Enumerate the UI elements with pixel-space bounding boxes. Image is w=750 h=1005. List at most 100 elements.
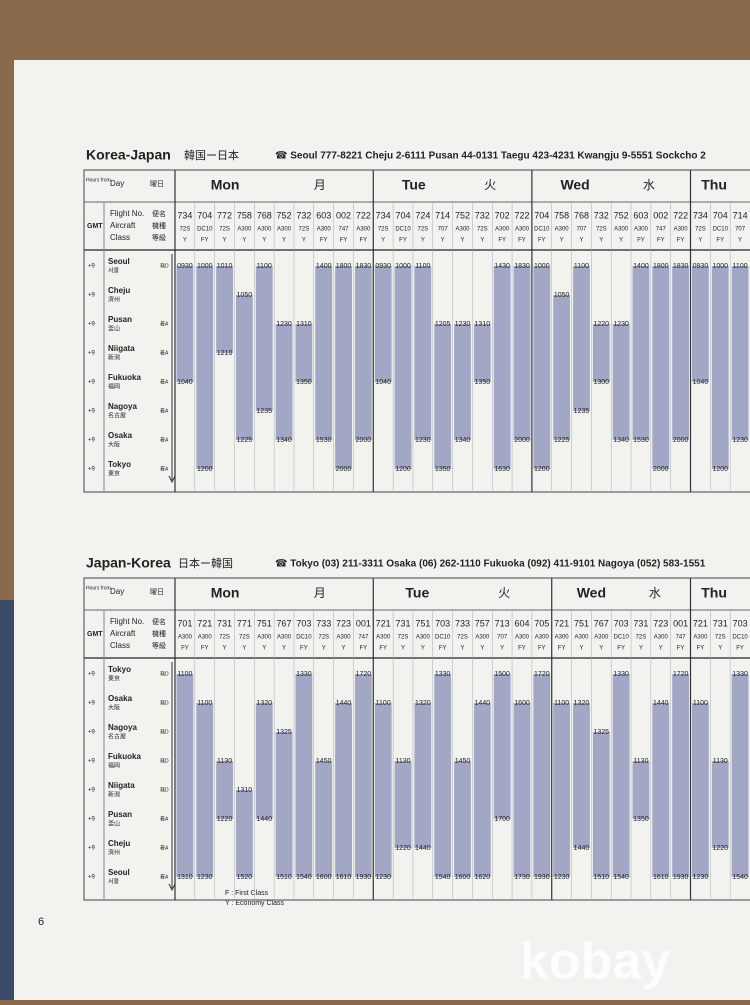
flight-no: 705 xyxy=(534,618,549,628)
time: 1440 xyxy=(653,700,669,707)
class: Y xyxy=(599,238,603,244)
flight-no: 001 xyxy=(673,618,688,628)
flight-bar xyxy=(731,674,749,877)
time: 1000 xyxy=(197,263,213,270)
class: FY xyxy=(379,646,387,652)
class-label-jp: 等級 xyxy=(152,641,166,650)
time: 1720 xyxy=(673,671,689,678)
gmt-offset: +9 xyxy=(88,409,96,415)
city-name: Niigata xyxy=(108,344,135,353)
flight-bar xyxy=(275,324,293,440)
aircraft: A300 xyxy=(337,635,352,641)
aircraft: A300 xyxy=(654,635,669,641)
flight-no: 721 xyxy=(376,618,391,628)
time: 1230 xyxy=(613,321,629,328)
time: 1220 xyxy=(594,321,610,328)
flight-no: 704 xyxy=(534,210,549,220)
class: FY xyxy=(181,646,189,652)
time: 1210 xyxy=(217,350,233,357)
aircraft: DC10 xyxy=(395,227,411,233)
time: 1350 xyxy=(633,816,649,823)
class: Y xyxy=(560,238,564,244)
time: 2000 xyxy=(653,466,669,473)
dep-arr-mark: 着A xyxy=(160,844,169,851)
aircraft: 72S xyxy=(477,227,488,233)
city-name-jp: 新潟 xyxy=(108,791,120,799)
aircraft: 72S xyxy=(418,227,429,233)
time: 1830 xyxy=(514,263,530,270)
city-name-jp: 濟州 xyxy=(108,296,120,304)
city-name-jp: 東京 xyxy=(108,470,120,478)
flight-bar xyxy=(374,703,392,877)
flight-no: 721 xyxy=(554,618,569,628)
day-label-jp: 曜日 xyxy=(150,180,164,188)
flight-bar xyxy=(235,295,253,440)
gmt-offset: +9 xyxy=(88,264,96,270)
flight-bar xyxy=(592,324,610,382)
gmt-offset: +9 xyxy=(88,875,96,881)
time: 1530 xyxy=(316,437,332,444)
city-name: Niigata xyxy=(108,781,135,790)
time: 1330 xyxy=(296,671,312,678)
flight-bar xyxy=(692,266,709,382)
class-label: Class xyxy=(110,233,130,242)
flight-no: 733 xyxy=(316,618,331,628)
gmt-offset: +9 xyxy=(88,817,96,823)
class: FY xyxy=(399,238,407,244)
time: 1100 xyxy=(177,671,192,678)
time: 1540 xyxy=(296,874,312,881)
day-name: Wed xyxy=(560,177,589,193)
aircraft: A300 xyxy=(634,227,649,233)
flight-no: 771 xyxy=(237,618,252,628)
flight-bar xyxy=(612,674,630,877)
day-name: Thu xyxy=(701,585,727,601)
aircraft: 747 xyxy=(656,227,667,233)
aircraft: 747 xyxy=(358,635,369,641)
time: 1450 xyxy=(455,758,471,765)
time: 1540 xyxy=(613,874,629,881)
aircraft: 72S xyxy=(239,635,250,641)
time: 1100 xyxy=(376,700,391,707)
time: 1830 xyxy=(673,263,689,270)
gmt-offset: +9 xyxy=(88,846,96,852)
flight-no: 751 xyxy=(415,618,430,628)
flight-bar xyxy=(454,324,471,440)
hours-label: Hours from xyxy=(86,585,111,591)
flight-bar xyxy=(672,266,690,440)
flight-no: 752 xyxy=(277,210,292,220)
flight-no: 752 xyxy=(614,210,629,220)
time: 1230 xyxy=(693,874,709,881)
flight-no: 734 xyxy=(693,210,708,220)
flight-bar xyxy=(592,732,610,877)
time: 1630 xyxy=(494,466,510,473)
time: 1510 xyxy=(594,874,610,881)
aircraft: A300 xyxy=(614,227,629,233)
time: 1340 xyxy=(455,437,471,444)
aircraft: 72S xyxy=(398,635,409,641)
time: 1440 xyxy=(336,700,352,707)
class: Y xyxy=(223,238,227,244)
time: 1600 xyxy=(316,874,332,881)
aircraft: 72S xyxy=(457,635,468,641)
time: 1440 xyxy=(574,845,590,852)
flight-bar xyxy=(731,266,749,440)
flight-no: 733 xyxy=(455,618,470,628)
time: 1350 xyxy=(296,379,312,386)
flight-bar xyxy=(711,761,729,848)
class: Y xyxy=(421,646,425,652)
flight-bar xyxy=(394,266,412,469)
gmt-offset: +9 xyxy=(88,672,96,678)
footnote: Y : Economy Class xyxy=(225,900,285,907)
flight-bar xyxy=(295,324,313,382)
time: 1340 xyxy=(613,437,629,444)
city-name: Pusan xyxy=(108,810,132,819)
time: 1200 xyxy=(395,466,411,473)
time: 1100 xyxy=(554,700,569,707)
time: 1010 xyxy=(217,263,233,270)
time: 1510 xyxy=(276,874,292,881)
flight-no: 731 xyxy=(396,618,411,628)
footnote: F : First Class xyxy=(225,890,269,897)
time: 1720 xyxy=(356,671,372,678)
time: 1000 xyxy=(395,263,411,270)
flight-bar xyxy=(216,761,233,819)
